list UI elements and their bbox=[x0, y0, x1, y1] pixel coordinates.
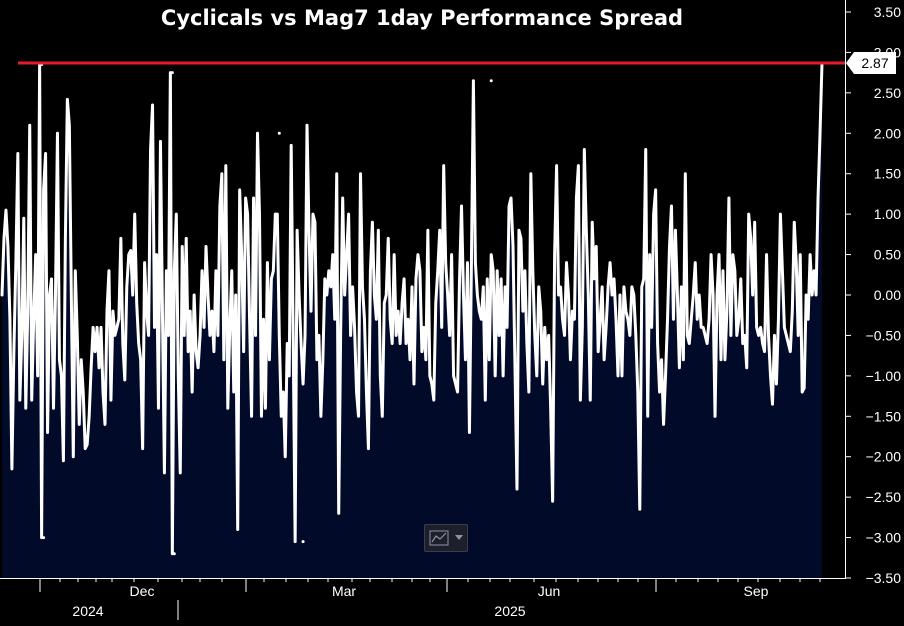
x-month-label: Jun bbox=[538, 583, 561, 599]
series-layer bbox=[0, 61, 834, 578]
chart-title: Cyclicals vs Mag7 1day Performance Sprea… bbox=[161, 6, 683, 30]
data-point-3 bbox=[170, 71, 174, 75]
y-tick-label: −1.00 bbox=[866, 368, 902, 384]
chevron-down-icon bbox=[455, 535, 463, 540]
y-tick-label: 2.00 bbox=[874, 125, 901, 141]
y-tick-label: −0.50 bbox=[866, 327, 902, 343]
y-tick-label: 0.00 bbox=[874, 287, 901, 303]
chart-type-button[interactable] bbox=[424, 524, 468, 552]
y-tick-label: 2.50 bbox=[874, 85, 901, 101]
y-tick-label: 3.00 bbox=[874, 44, 901, 60]
x-year-label: 2024 bbox=[72, 603, 103, 619]
x-month-label: Dec bbox=[130, 583, 155, 599]
y-tick-label: −3.50 bbox=[866, 570, 902, 586]
data-point-6 bbox=[301, 540, 305, 544]
y-tick-label: 1.00 bbox=[874, 206, 901, 222]
y-tick-label: −3.00 bbox=[866, 530, 902, 546]
data-point-4 bbox=[172, 552, 176, 556]
axes-layer bbox=[0, 0, 846, 579]
series-line bbox=[0, 62, 824, 556]
y-axis: 3.50 3.00 2.50 2.00 1.50 1.00 0.50 0.00 −0.50 −1.… bbox=[845, 4, 901, 586]
x-year-label: 2025 bbox=[494, 603, 525, 619]
reference-value-label: 2.87 bbox=[861, 55, 888, 71]
data-point-2 bbox=[42, 536, 46, 540]
y-tick-label: −2.50 bbox=[866, 489, 902, 505]
y-tick-label: 1.50 bbox=[874, 166, 901, 182]
x-month-label: Mar bbox=[332, 583, 356, 599]
data-point-0 bbox=[0, 293, 4, 297]
x-month-label: Sep bbox=[744, 583, 769, 599]
data-point-5 bbox=[277, 131, 281, 135]
data-point-7 bbox=[489, 79, 493, 83]
reference-line-layer: 2.87 bbox=[18, 51, 896, 74]
line-chart-icon bbox=[429, 530, 449, 546]
y-tick-label: −2.00 bbox=[866, 449, 902, 465]
reference-value-badge bbox=[846, 51, 896, 74]
x-axis: Dec Mar Jun Sep 2024 2025 bbox=[39, 578, 821, 620]
y-tick-label: 3.50 bbox=[874, 4, 901, 20]
y-tick-label: 0.50 bbox=[874, 247, 901, 263]
y-tick-label: −1.50 bbox=[866, 408, 902, 424]
